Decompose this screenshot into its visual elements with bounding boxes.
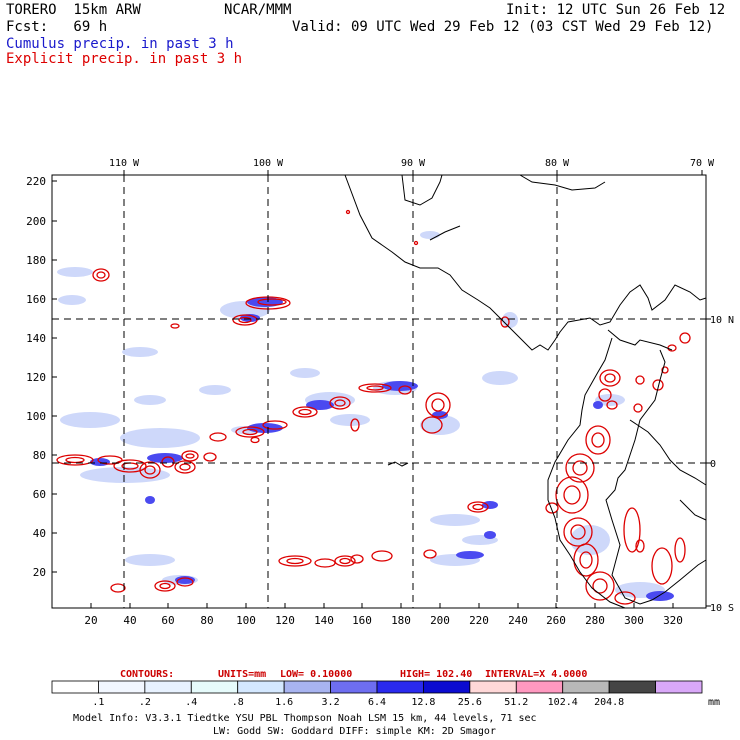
colorbar-label: 1.6 [275,697,293,708]
colorbar-swatch [376,680,424,694]
lon-label-100w: 100 W [253,158,284,169]
colorbar-swatch [562,680,610,694]
colorbar-swatch [423,680,471,694]
x-tick-label: 240 [508,614,528,627]
x-tick-label: 160 [352,614,372,627]
colorbar-unit: mm [708,697,720,708]
contour-low: LOW= 0.10000 [280,669,352,680]
y-tick-label: 140 [26,332,46,345]
x-tick-label: 80 [200,614,213,627]
x-tick-label: 140 [314,614,334,627]
y-tick-label: 120 [26,371,46,384]
top-tick-marks [123,170,703,175]
colorbar-label: 204.8 [594,697,624,708]
colorbar-label: .8 [232,697,244,708]
colorbar-label: 12.8 [411,697,435,708]
y-tick-label: 100 [26,410,46,423]
x-tick-label: 320 [663,614,683,627]
explicit-precip-contours [56,209,691,605]
y-tick-label: 160 [26,293,46,306]
colorbar-swatch [237,680,285,694]
x-tick-label: 200 [430,614,450,627]
contour-units: UNITS=mm [218,669,266,680]
colorbar-swatch [469,680,517,694]
forecast-hour: Fcst: 69 h [6,19,108,35]
physics-info-line: LW: Godd SW: Goddard DIFF: simple KM: 2D… [213,726,496,737]
x-tick-label: 100 [236,614,256,627]
init-time: Init: 12 UTC Sun 26 Feb 12 [506,2,726,18]
model-info-line: Model Info: V3.3.1 Tiedtke YSU PBL Thomp… [73,713,537,724]
cumulus-precip-areas [57,231,665,598]
y-tick-label: 20 [33,566,46,579]
colorbar-label: .2 [139,697,151,708]
colorbar-swatch [515,680,564,694]
model-title: TORERO 15km ARW [6,2,141,18]
lon-label-80w: 80 W [545,158,570,169]
legend-explicit: Explicit precip. in past 3 h [6,51,243,67]
colorbar-label: 102.4 [548,697,578,708]
contour-high: HIGH= 102.40 [400,669,472,680]
colorbar-swatch [655,680,703,694]
y-tick-label: 60 [33,488,46,501]
graticule [52,175,706,608]
bottom-tick-marks [90,603,674,608]
x-tick-label: 180 [391,614,411,627]
legend-cumulus: Cumulus precip. in past 3 h [6,36,234,52]
contour-info-label: CONTOURS: [120,669,174,680]
valid-time: Valid: 09 UTC Wed 29 Feb 12 (03 CST Wed … [292,19,714,35]
left-tick-marks [52,180,57,573]
colorbar-swatch [144,680,192,694]
lon-label-90w: 90 W [401,158,426,169]
y-tick-label: 200 [26,215,46,228]
lon-label-110w: 110 W [109,158,140,169]
colorbar-swatch [190,680,239,694]
contour-interval: INTERVAL=X 4.0000 [485,669,587,680]
y-tick-label: 220 [26,175,46,188]
y-tick-label: 40 [33,527,46,540]
x-tick-label: 120 [275,614,295,627]
colorbar-swatch [51,680,99,694]
x-tick-label: 40 [123,614,136,627]
x-tick-label: 300 [624,614,644,627]
x-tick-label: 260 [546,614,566,627]
colorbar-label: 25.6 [458,697,482,708]
colorbar-label: .1 [92,697,104,708]
lat-label-0: 0 [710,459,716,470]
colorbar-swatch [98,680,146,694]
lat-label-10n: 10 N [710,315,734,326]
x-tick-label: 280 [585,614,605,627]
colorbar-label: .4 [185,697,197,708]
x-tick-label: 220 [469,614,489,627]
colorbar-swatch [608,680,656,694]
lat-label-10s: 10 S [710,603,734,614]
y-tick-label: 180 [26,254,46,267]
colorbar-label: 6.4 [368,697,386,708]
colorbar-swatch [330,680,378,694]
colorbar-label: 51.2 [504,697,528,708]
colorbar-label: 3.2 [322,697,340,708]
x-tick-label: 60 [161,614,174,627]
cumulus-precip-cores [90,297,674,601]
colorbar [51,680,703,694]
map-frame [51,174,707,609]
colorbar-swatch [283,680,331,694]
coastlines [344,174,707,609]
lon-label-70w: 70 W [690,158,715,169]
y-tick-label: 80 [33,449,46,462]
organization: NCAR/MMM [224,2,292,18]
right-tick-marks [706,318,711,607]
x-tick-label: 20 [84,614,97,627]
